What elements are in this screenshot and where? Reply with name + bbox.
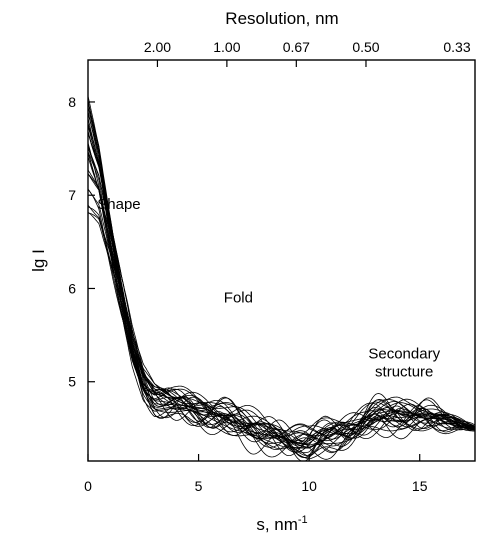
x-axis-title-main: s, nm bbox=[256, 515, 298, 534]
scattering-curve bbox=[87, 152, 476, 449]
scattering-curve bbox=[87, 212, 476, 446]
top-tick-label: 2.00 bbox=[144, 39, 171, 55]
scattering-curves bbox=[87, 95, 476, 462]
annotation-label: Fold bbox=[224, 289, 253, 306]
y-tick-label: 6 bbox=[68, 280, 76, 296]
scattering-curve bbox=[87, 169, 476, 454]
axis-ticks bbox=[87, 60, 421, 461]
top-tick-label: 0.33 bbox=[443, 39, 470, 55]
x-tick-label: 15 bbox=[412, 478, 428, 494]
x-axis-title: s, nm-1 bbox=[256, 514, 307, 534]
annotation-label: Secondary structure bbox=[368, 345, 440, 380]
y-tick-labels: 5 6 7 8 bbox=[68, 94, 76, 390]
scattering-curve bbox=[87, 131, 476, 457]
annotation-label: Shape bbox=[97, 196, 140, 213]
x-axis-title-superscript: -1 bbox=[298, 514, 308, 526]
top-axis-title: Resolution, nm bbox=[225, 9, 338, 28]
scattering-curve bbox=[87, 132, 476, 445]
y-tick-label: 5 bbox=[68, 374, 76, 390]
plot-frame bbox=[87, 59, 476, 462]
y-tick-label: 8 bbox=[68, 94, 76, 110]
scattering-curve bbox=[87, 173, 476, 442]
scattering-curve bbox=[87, 211, 476, 450]
top-tick-labels: 2.00 1.00 0.67 0.50 0.33 bbox=[144, 39, 471, 55]
scattering-curve bbox=[87, 118, 476, 448]
scattering-curve bbox=[87, 101, 476, 453]
y-axis-title: lg I bbox=[29, 249, 48, 272]
scattering-curve bbox=[87, 151, 476, 456]
y-tick-label: 7 bbox=[68, 187, 76, 203]
x-tick-label: 5 bbox=[195, 478, 203, 494]
top-tick-label: 1.00 bbox=[213, 39, 240, 55]
x-tick-labels: 0 5 10 15 bbox=[84, 478, 428, 494]
top-tick-label: 0.67 bbox=[283, 39, 310, 55]
scattering-curve bbox=[87, 173, 476, 437]
x-tick-label: 0 bbox=[84, 478, 92, 494]
annotations: Shape Fold Secondary structure bbox=[97, 196, 440, 380]
scattering-curve bbox=[87, 111, 476, 454]
scattering-curve bbox=[87, 189, 476, 444]
scattering-curve bbox=[87, 124, 476, 450]
top-tick-label: 0.50 bbox=[352, 39, 379, 55]
scattering-curve bbox=[87, 106, 476, 447]
scattering-curve bbox=[87, 100, 476, 449]
x-tick-label: 10 bbox=[301, 478, 317, 494]
